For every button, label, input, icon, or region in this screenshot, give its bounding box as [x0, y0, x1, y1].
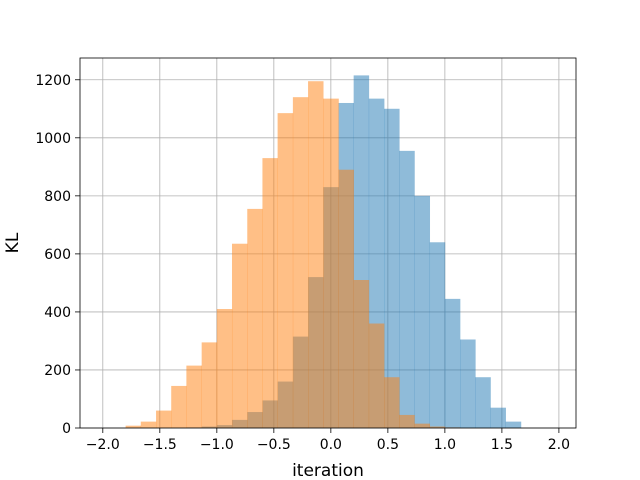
x-tick-label: 0.5: [377, 437, 399, 453]
histogram-bar-series-1: [429, 242, 446, 428]
x-axis: −2.0 −1.5 −1.0 −0.5 0.0 0.5 1.0 1.5 2.0: [86, 428, 570, 453]
x-tick-label: −1.5: [143, 437, 177, 453]
histogram-bar-series-1: [414, 195, 431, 428]
histogram-bar-series-2: [368, 323, 385, 428]
histogram-bar-series-2: [323, 98, 339, 429]
histogram-bar-series-2: [156, 410, 172, 428]
histogram-bar-series-1: [475, 377, 491, 428]
histogram-bar-series-2: [414, 423, 431, 428]
histogram-bar-series-1: [444, 298, 461, 428]
histogram-bar-series-2: [262, 158, 278, 428]
x-tick-label: 1.0: [434, 437, 456, 453]
histogram-bar-series-2: [171, 385, 187, 428]
histogram-bar-series-2: [384, 377, 400, 428]
histogram-bar-series-2: [140, 421, 157, 428]
histogram-bar-series-2: [186, 365, 202, 428]
y-axis-label: KL: [3, 232, 23, 253]
y-tick-label: 600: [44, 247, 71, 263]
histogram-bar-series-1: [490, 407, 506, 428]
histogram-bar-series-2: [247, 208, 263, 428]
y-tick-label: 800: [44, 189, 71, 205]
histogram-bar-series-1: [505, 421, 522, 428]
y-tick-label: 1000: [35, 131, 71, 147]
y-tick-label: 0: [62, 421, 71, 437]
histogram-bar-series-2: [292, 97, 309, 429]
x-tick-label: 0.0: [320, 437, 342, 453]
x-tick-label: 2.0: [548, 437, 570, 453]
histogram-bar-series-2: [338, 169, 354, 428]
y-axis: 0 200 400 600 800 1000 1200: [35, 73, 80, 437]
x-tick-label: −0.5: [257, 437, 291, 453]
y-tick-label: 200: [44, 363, 71, 379]
y-tick-label: 1200: [35, 73, 71, 89]
x-tick-label: 1.5: [491, 437, 513, 453]
histogram-bar-series-2: [429, 426, 446, 428]
histogram-bar-series-2: [277, 113, 294, 428]
x-axis-label: iteration: [292, 461, 364, 480]
y-tick-label: 400: [44, 305, 71, 321]
histogram-bar-series-1: [460, 339, 476, 428]
histogram-bar-series-2: [308, 81, 324, 428]
x-tick-label: −1.0: [200, 437, 234, 453]
bars: [125, 75, 522, 429]
x-tick-label: −2.0: [86, 437, 120, 453]
histogram-bar-series-2: [353, 280, 370, 428]
histogram-bar-series-2: [216, 309, 233, 428]
histogram-bar-series-2: [231, 243, 248, 428]
histogram-bar-series-2: [125, 425, 142, 428]
histogram-bar-series-2: [201, 342, 218, 428]
histogram-bar-series-1: [399, 150, 415, 429]
histogram-bar-series-2: [399, 414, 415, 428]
plot-frame: [79, 57, 577, 429]
histogram-bar-series-1: [384, 108, 400, 429]
